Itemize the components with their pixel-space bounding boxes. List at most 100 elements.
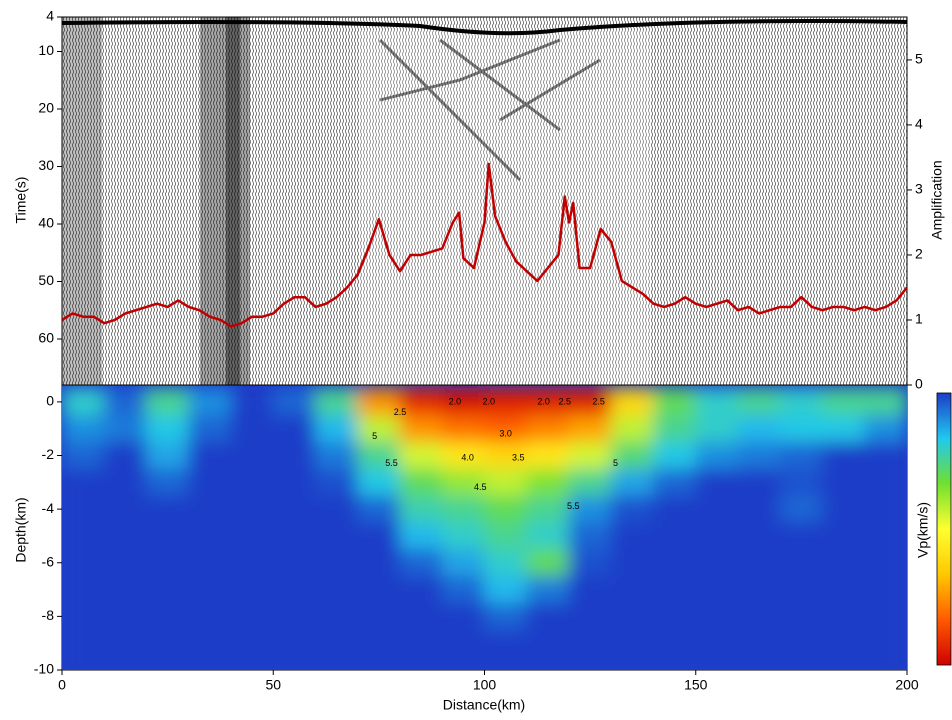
velocity-cell — [62, 495, 105, 524]
velocity-cell — [653, 548, 697, 577]
velocity-cell — [526, 414, 570, 443]
velocity-cell — [399, 629, 443, 658]
velocity-cell — [103, 548, 147, 577]
velocity-cell — [864, 414, 907, 443]
velocity-cell — [526, 441, 570, 470]
velocity-cell — [272, 548, 316, 577]
y-tick-label: 40 — [38, 215, 54, 231]
velocity-cell — [188, 575, 232, 604]
y-tick-label: 10 — [38, 42, 54, 58]
y2-tick-label: 4 — [915, 116, 923, 132]
velocity-cell — [526, 656, 570, 670]
contour-label: 2.5 — [394, 407, 407, 417]
velocity-cell — [568, 414, 612, 443]
velocity-cell — [188, 629, 232, 658]
velocity-cell — [441, 414, 485, 443]
velocity-cell — [737, 656, 781, 670]
velocity-cell — [484, 548, 528, 577]
velocity-cell — [146, 387, 190, 416]
velocity-cell — [399, 548, 443, 577]
velocity-cell — [610, 575, 654, 604]
x-tick-label: 150 — [684, 677, 708, 693]
contour-label: 2.5 — [559, 396, 572, 406]
velocity-cell — [399, 468, 443, 497]
y-tick-label: -2 — [42, 446, 55, 462]
velocity-cell — [441, 441, 485, 470]
y2-tick-label: 3 — [915, 181, 923, 197]
velocity-cell — [610, 387, 654, 416]
velocity-cell — [653, 387, 697, 416]
velocity-cell — [737, 468, 781, 497]
velocity-cell — [399, 414, 443, 443]
velocity-cell — [695, 522, 739, 550]
velocity-cell — [62, 656, 105, 670]
velocity-cell — [653, 495, 697, 524]
velocity-cell — [484, 387, 528, 416]
velocity-cell — [146, 468, 190, 497]
velocity-cell — [188, 602, 232, 631]
velocity-cell — [399, 656, 443, 670]
velocity-cell — [272, 629, 316, 658]
velocity-cell — [357, 629, 401, 658]
velocity-cell — [610, 414, 654, 443]
velocity-cell — [315, 414, 359, 443]
y2-tick-label: 1 — [915, 311, 923, 327]
velocity-cell — [610, 548, 654, 577]
velocity-cell — [62, 548, 105, 577]
velocity-cell — [653, 522, 697, 550]
velocity-cell — [399, 602, 443, 631]
velocity-cell — [822, 629, 866, 658]
velocity-cell — [568, 441, 612, 470]
velocity-cell — [822, 548, 866, 577]
velocity-cell — [568, 548, 612, 577]
velocity-cell — [230, 656, 274, 670]
velocity-cell — [695, 575, 739, 604]
velocity-cell — [272, 441, 316, 470]
velocity-cell — [230, 495, 274, 524]
velocity-cell — [610, 602, 654, 631]
y-tick-label: 20 — [38, 100, 54, 116]
velocity-cell — [653, 441, 697, 470]
velocity-cell — [864, 548, 907, 577]
velocity-cell — [357, 548, 401, 577]
velocity-cell — [779, 629, 823, 658]
velocity-cell — [103, 441, 147, 470]
y-tick-label: 4 — [46, 8, 54, 24]
velocity-cell — [610, 441, 654, 470]
velocity-cell — [272, 522, 316, 550]
velocity-cell — [188, 441, 232, 470]
velocity-cell — [653, 602, 697, 631]
colorbar — [936, 392, 952, 666]
y-axis-label: Depth(km) — [13, 497, 29, 562]
velocity-cell — [653, 656, 697, 670]
velocity-cell — [188, 495, 232, 524]
velocity-cell — [146, 656, 190, 670]
y-tick-label: 50 — [38, 272, 54, 288]
velocity-cell — [568, 602, 612, 631]
velocity-cell — [188, 522, 232, 550]
velocity-cell — [610, 495, 654, 524]
velocity-cell — [695, 548, 739, 577]
x-tick-label: 50 — [265, 677, 281, 693]
velocity-cell — [484, 522, 528, 550]
velocity-cell — [399, 575, 443, 604]
y-tick-label: -10 — [34, 661, 54, 677]
velocity-cell — [357, 656, 401, 670]
y-tick-label: 0 — [46, 393, 54, 409]
velocity-cell — [230, 387, 274, 416]
velocity-cell — [103, 495, 147, 524]
velocity-cell — [188, 387, 232, 416]
velocity-cell — [146, 495, 190, 524]
velocity-cell — [695, 468, 739, 497]
velocity-cell — [62, 629, 105, 658]
x-tick-label: 200 — [895, 677, 919, 693]
velocity-cell — [779, 387, 823, 416]
velocity-cell — [272, 656, 316, 670]
velocity-cell — [822, 468, 866, 497]
velocity-cell — [399, 441, 443, 470]
velocity-cell — [441, 575, 485, 604]
velocity-cell — [146, 522, 190, 550]
velocity-cell — [230, 575, 274, 604]
velocity-cell — [864, 575, 907, 604]
velocity-cell — [653, 414, 697, 443]
